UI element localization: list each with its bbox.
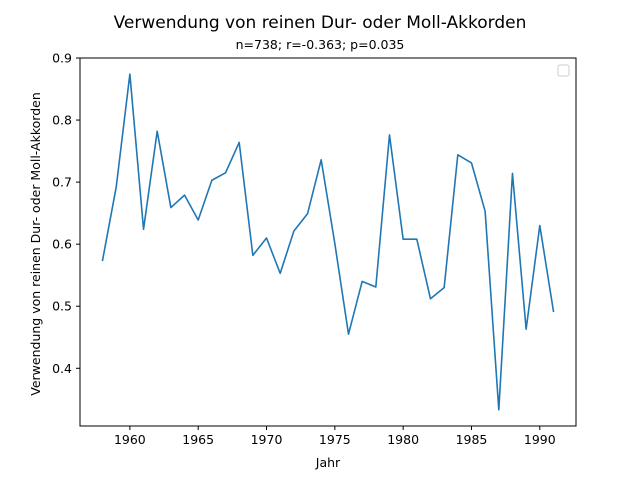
y-tick-label: 0.7 <box>52 175 72 190</box>
y-tick-label: 0.8 <box>52 113 72 128</box>
x-tick-label: 1980 <box>387 432 419 447</box>
x-tick-label: 1975 <box>319 432 351 447</box>
x-axis-label: Jahr <box>315 455 341 470</box>
y-tick-label: 0.9 <box>52 51 72 66</box>
chart-subtitle: n=738; r=-0.363; p=0.035 <box>235 37 405 52</box>
y-tick-label: 0.6 <box>52 237 72 252</box>
x-tick-label: 1970 <box>251 432 283 447</box>
x-tick-label: 1965 <box>182 432 214 447</box>
x-tick-label: 1960 <box>114 432 146 447</box>
legend-box <box>557 64 570 77</box>
y-tick-label: 0.5 <box>52 299 72 314</box>
x-tick-label: 1990 <box>524 432 556 447</box>
y-axis-label: Verwendung von reinen Dur- oder Moll-Akk… <box>28 92 43 395</box>
chart-title: Verwendung von reinen Dur- oder Moll-Akk… <box>113 13 527 33</box>
y-tick-label: 0.4 <box>52 361 72 376</box>
x-tick-label: 1985 <box>456 432 488 447</box>
plot-area <box>79 57 577 427</box>
series-line <box>101 73 555 411</box>
